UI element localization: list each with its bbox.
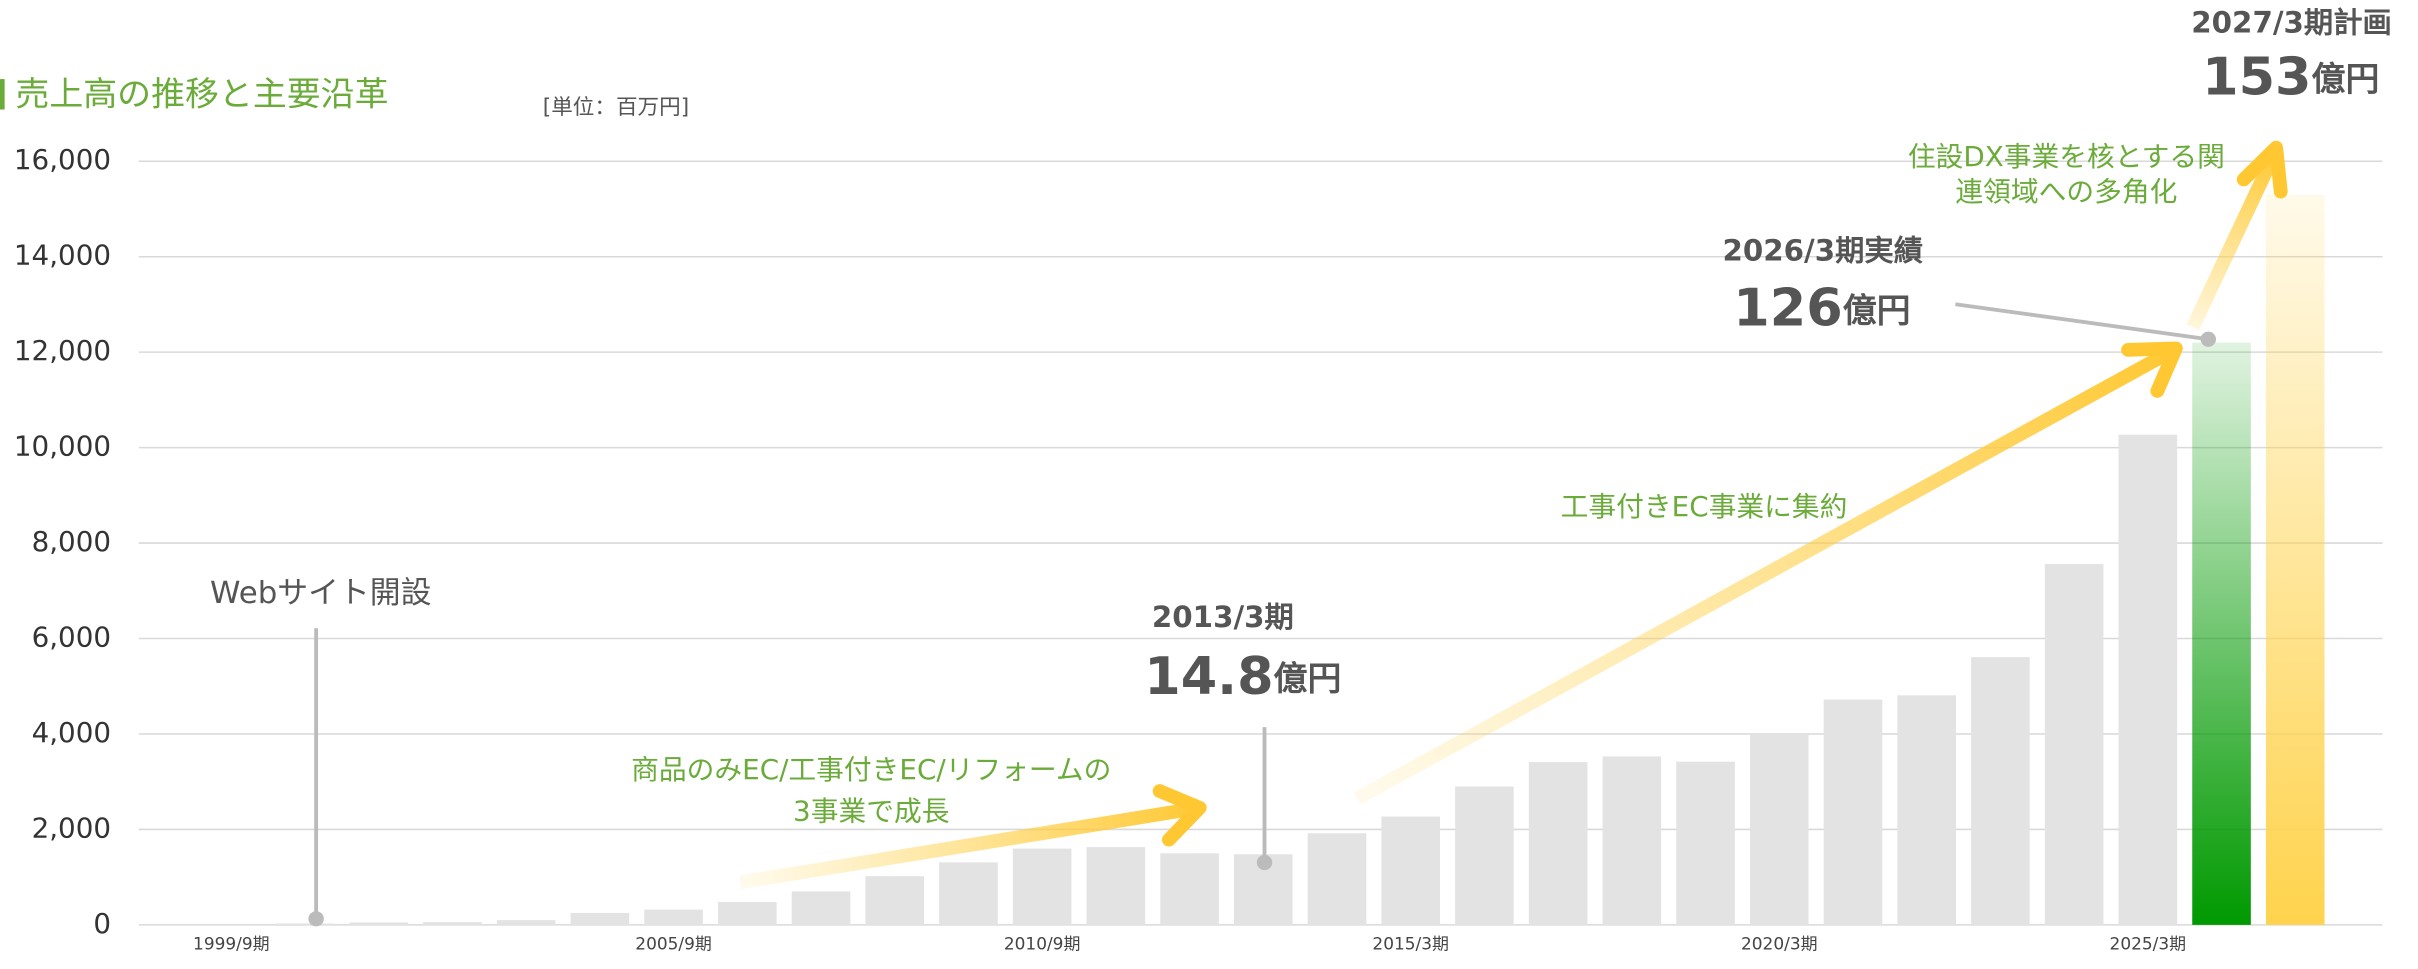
y-tick-label: 4,000 (32, 716, 111, 749)
annotation: 2013/3期 (1152, 600, 1294, 634)
x-tick-label: 2015/3期 (1372, 934, 1449, 954)
annotation: 2027/3期計画 (2191, 5, 2391, 39)
y-tick-label: 2,000 (32, 812, 111, 845)
arrow (2186, 153, 2280, 330)
bar (1749, 733, 1809, 925)
bar (1160, 853, 1219, 925)
y-tick-label: 0 (93, 907, 111, 940)
title-marker (0, 79, 5, 110)
arrowhead (2236, 140, 2288, 199)
arrow (1353, 345, 2175, 805)
annotation: 工事付きEC事業に集約 (1561, 490, 1848, 523)
leader-dot (2200, 331, 2216, 347)
annotation: Webサイト開設 (210, 576, 431, 611)
bar (1897, 695, 1956, 925)
annotation: 商品のみEC/工事付きEC/リフォームの (631, 753, 1111, 786)
bar (1676, 761, 1735, 925)
leader-dot (1256, 854, 1273, 871)
annotation-unit: 億円 (1843, 290, 1911, 329)
annotation-value: 126 (1733, 279, 1842, 339)
arrowhead (2121, 341, 2183, 398)
bar (1307, 833, 1367, 925)
leaders (314, 302, 2209, 919)
bar (275, 923, 335, 925)
bar (1971, 657, 2030, 925)
annotation: 14.8億円 (1144, 647, 1341, 707)
bar (939, 862, 998, 925)
annotation: 2026/3期実績 (1723, 234, 1923, 268)
unit-label: [単位：百万円] (543, 95, 689, 120)
x-tick-label: 2005/9期 (635, 934, 712, 954)
annotation-value: 14.8 (1144, 647, 1273, 707)
y-tick-label: 8,000 (32, 525, 111, 558)
bar (2118, 434, 2178, 925)
bar (791, 891, 851, 925)
annotation: 連領域への多角化 (1955, 175, 2177, 208)
arrow (739, 802, 1192, 890)
bar (423, 922, 482, 925)
x-tick-label: 2010/9期 (1004, 934, 1081, 954)
y-tick-label: 6,000 (32, 621, 111, 654)
bar (2044, 564, 2104, 925)
annotation: 126億円 (1733, 279, 1910, 339)
x-tick-label: 1999/9期 (193, 934, 270, 954)
y-tick-label: 12,000 (14, 334, 111, 367)
y-tick-label: 16,000 (14, 143, 111, 176)
bar (865, 876, 925, 925)
x-tick-label: 2025/3期 (2110, 934, 2187, 954)
annotation-value: 153 (2202, 48, 2311, 108)
bar (1381, 816, 1441, 925)
leader-line (1955, 302, 2209, 342)
bar (1086, 847, 1146, 925)
arrowhead (1152, 784, 1207, 847)
bar (644, 909, 703, 925)
x-tick-label: 2020/3期 (1741, 934, 1818, 954)
bar (1823, 699, 1883, 925)
arrows (739, 140, 2288, 890)
bar (496, 920, 556, 925)
bar (1012, 848, 1072, 925)
bar (2192, 342, 2251, 925)
bar (570, 912, 630, 925)
bar (717, 901, 777, 925)
annotation: 3事業で成長 (793, 794, 949, 827)
bar (1602, 756, 1662, 925)
leader-dot (308, 911, 324, 927)
bar (1455, 786, 1514, 925)
annotation: 153億円 (2202, 48, 2379, 108)
chart-title: 売上高の推移と主要沿革 (15, 74, 388, 113)
bar (349, 922, 409, 925)
y-tick-label: 10,000 (14, 430, 111, 463)
annotation: 住設DX事業を核とする関 (1908, 140, 2225, 173)
annotation-unit: 億円 (2312, 59, 2380, 98)
annotation-unit: 億円 (1274, 659, 1342, 698)
y-tick-label: 14,000 (14, 239, 111, 272)
bar (1528, 762, 1588, 925)
bar (2265, 194, 2325, 925)
